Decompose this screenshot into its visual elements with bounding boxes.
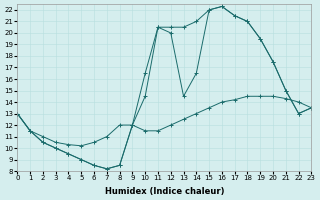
X-axis label: Humidex (Indice chaleur): Humidex (Indice chaleur) (105, 187, 224, 196)
